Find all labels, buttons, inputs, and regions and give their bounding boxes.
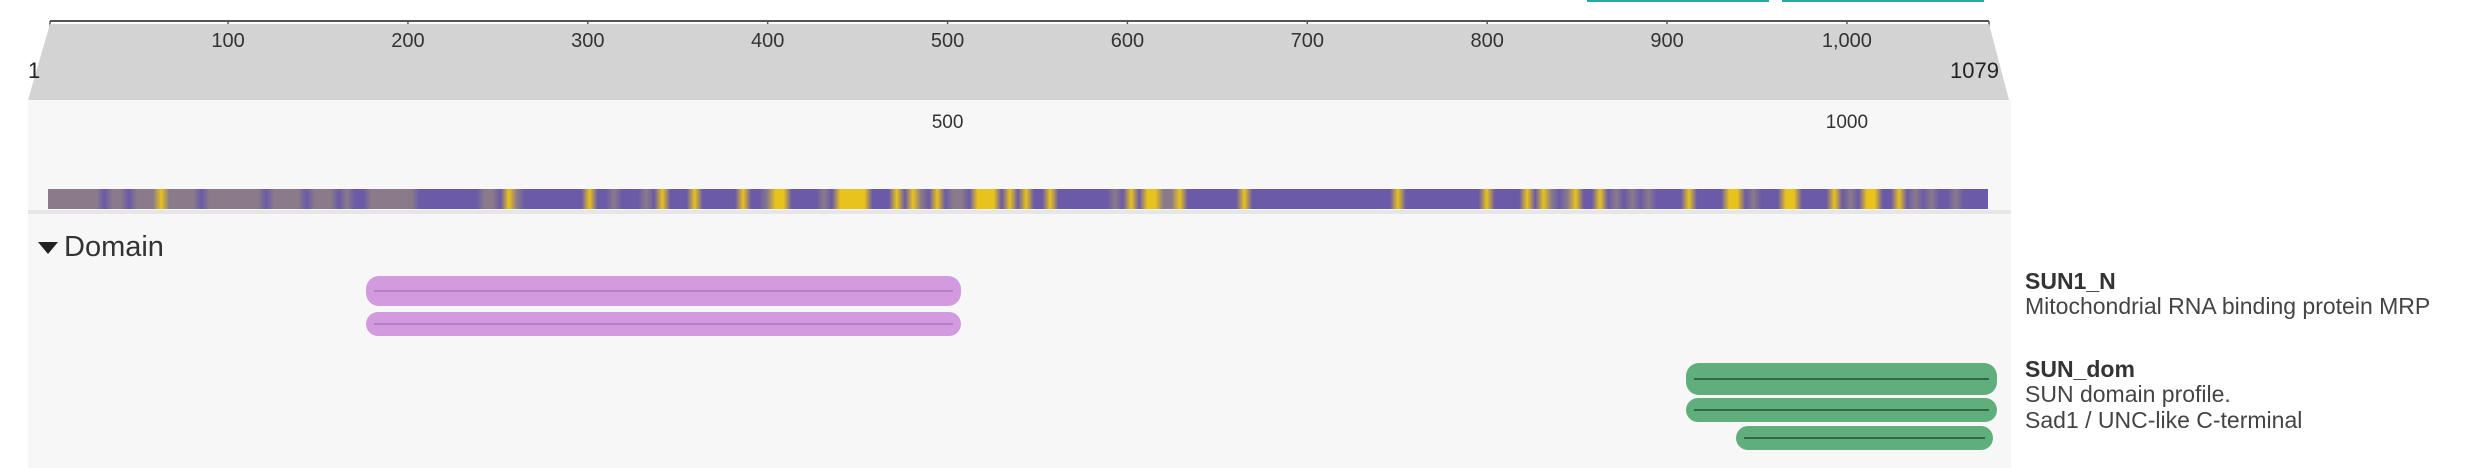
sequence-start-label: 1 <box>28 58 41 83</box>
sequence-ruler[interactable] <box>0 0 2474 214</box>
zoom-navigation-band <box>28 24 2009 100</box>
feature-midline <box>1694 409 1989 411</box>
ruler-tick-label: 400 <box>750 30 785 52</box>
sun-dom-feature[interactable] <box>1686 398 1997 422</box>
sun-dom-feature[interactable] <box>1686 363 1997 395</box>
sun-dom-feature[interactable] <box>1736 426 1994 450</box>
domain-legend-description: Sad1 / UNC-like C-terminal <box>2025 407 2303 433</box>
ruler-tick-label: 1,000 <box>1821 30 1872 52</box>
caret-down-icon[interactable] <box>38 242 58 254</box>
feature-midline <box>373 290 953 292</box>
domain-legend-title[interactable]: SUN1_N <box>2025 268 2116 294</box>
section-divider <box>28 210 2011 214</box>
ruler-tick-label: 900 <box>1650 30 1684 52</box>
domain-legend-description: Mitochondrial RNA binding protein MRP <box>2025 293 2431 319</box>
feature-midline <box>1694 378 1989 380</box>
feature-midline <box>373 323 953 325</box>
conservation-heatmap-bar[interactable] <box>48 189 1988 209</box>
ruler-tick-label: 200 <box>391 30 425 52</box>
domain-section-title[interactable]: Domain <box>64 231 164 263</box>
sun1-n-feature[interactable] <box>365 312 961 336</box>
ruler-tick-label: 600 <box>1110 30 1145 52</box>
ruler-tick-label: 700 <box>1290 30 1324 52</box>
ruler-tick-label: 800 <box>1470 30 1504 52</box>
sequence-end-label: 1079 <box>1950 58 1999 83</box>
ruler-tick-label: 500 <box>930 30 965 52</box>
domain-legend-title[interactable]: SUN_dom <box>2025 356 2135 382</box>
domain-track-panel <box>28 214 2011 468</box>
view-option-button-1[interactable] <box>1587 0 1769 2</box>
zoom-position-label: 1000 <box>1825 112 1869 133</box>
view-option-button-2[interactable] <box>1782 0 1984 2</box>
feature-midline <box>1744 437 1986 439</box>
domain-legend-description: SUN domain profile. <box>2025 381 2231 407</box>
ruler-tick-label: 300 <box>571 30 605 52</box>
ruler-tick-label: 100 <box>211 30 245 52</box>
sun1-n-feature[interactable] <box>365 276 961 306</box>
zoom-position-label: 500 <box>931 112 964 133</box>
